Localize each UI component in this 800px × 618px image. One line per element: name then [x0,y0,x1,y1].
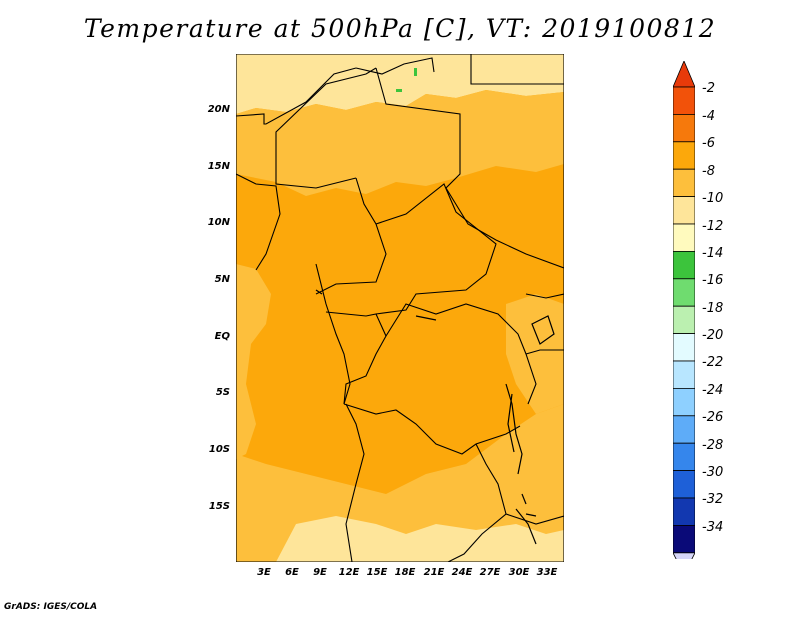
colorbar-segment [673,470,695,499]
colorbar-segment [673,250,695,280]
east-mid-region [506,294,564,414]
colorbar-segment [673,223,695,252]
lakes [315,289,555,545]
colorbar-segment [673,168,695,197]
south-light-region [276,516,564,562]
colorbar-segment [673,196,695,225]
lon-label-18e: 18E [394,567,416,578]
north-mid-region [236,90,564,196]
colorbar-label-m22: -22 [702,355,724,370]
green-patch [414,68,417,76]
lat-label-10n: 10N [207,217,230,228]
country-borders [236,54,564,562]
lon-label-3e: 3E [257,567,271,578]
colorbar-segment [673,114,695,143]
colorbar-segment [673,524,695,554]
colorbar-label-m30: -30 [702,465,724,480]
colorbar-label-m14: -14 [702,246,724,261]
colorbar-label-m12: -12 [702,219,724,234]
lon-label-12e: 12E [338,567,360,578]
colorbar-label-m10: -10 [702,191,724,206]
lon-label-9e: 9E [313,567,327,578]
lon-label-30e: 30E [508,567,530,578]
lon-label-21e: 21E [423,567,445,578]
colorbar-label-m20: -20 [702,328,724,343]
lat-label-15s: 15S [208,501,230,512]
colorbar-segment [673,305,695,334]
colorbar-segment [673,387,695,417]
colorbar-label-m24: -24 [702,383,724,398]
colorbar-segment [673,442,695,472]
colorbar-label-m32: -32 [702,492,724,507]
lat-label-5s: 5S [215,387,230,398]
green-patch-2 [396,89,402,92]
colorbar-label-m18: -18 [702,301,724,316]
lat-label-15n: 15N [207,161,230,172]
colorbar-label-m28: -28 [702,438,724,453]
colorbar-segment [673,333,695,362]
colorbar-label-m16: -16 [702,273,724,288]
grads-credit: GrADS: IGES/COLA [4,602,98,612]
colorbar-segment [673,278,695,307]
lon-label-6e: 6E [285,567,299,578]
map-title: Temperature at 500hPa [C], VT: 201910081… [83,14,717,43]
lon-label-15e: 15E [366,567,388,578]
temperature-map [236,54,564,562]
north-light-region [236,54,564,114]
colorbar-label-m6: -6 [702,136,715,151]
colorbar-label-m34: -34 [702,520,724,535]
colorbar-segment [673,360,695,389]
colorbar [673,61,695,559]
lon-label-33e: 33E [536,567,558,578]
lat-label-5n: 5N [214,274,230,285]
lon-label-27e: 27E [479,567,501,578]
colorbar-top-arrow [673,61,695,88]
lat-label-eq: EQ [214,331,230,342]
colorbar-label-m26: -26 [702,410,724,425]
west-mid-region [236,264,271,459]
colorbar-segment [673,415,695,444]
colorbar-segment [673,141,695,170]
colorbar-bottom-arrow [673,552,695,559]
colorbar-segment [673,86,695,115]
lat-label-10s: 10S [208,444,230,455]
lon-label-24e: 24E [451,567,473,578]
colorbar-label-m2: -2 [702,81,715,96]
colorbar-label-m4: -4 [702,109,715,124]
lat-label-20n: 20N [207,104,230,115]
colorbar-segment [673,497,695,526]
colorbar-label-m8: -8 [702,164,715,179]
